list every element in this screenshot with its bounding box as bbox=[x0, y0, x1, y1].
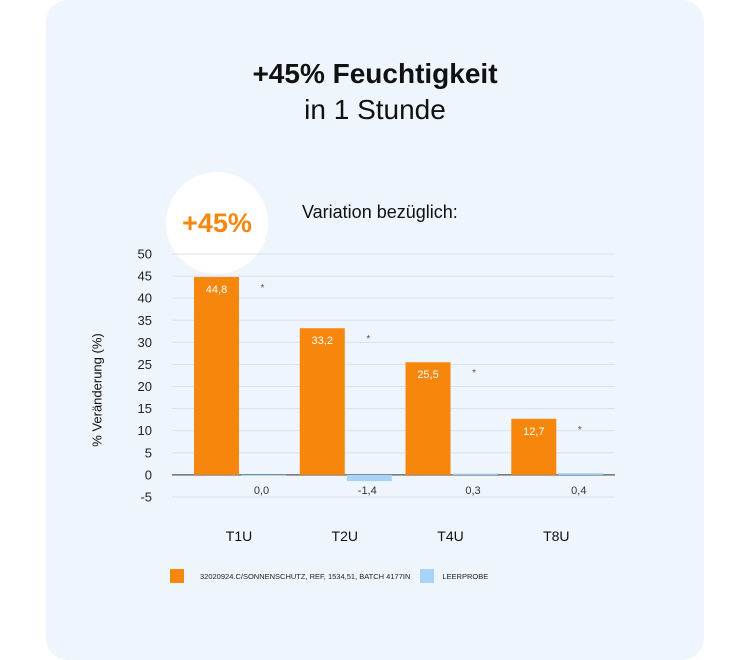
y-tick-label: 15 bbox=[138, 401, 152, 416]
highlight-badge: +45% bbox=[166, 172, 268, 274]
x-tick-label: T8U bbox=[543, 528, 569, 544]
y-tick-label: 45 bbox=[138, 269, 152, 284]
significance-mark: * bbox=[261, 283, 265, 294]
y-tick-label: 35 bbox=[138, 313, 152, 328]
legend: 32020924.C/SONNENSCHUTZ, REF, 1534,51, B… bbox=[170, 569, 498, 583]
y-tick-label: 20 bbox=[138, 379, 152, 394]
data-label-product: 44,8 bbox=[206, 284, 227, 296]
bar-product bbox=[299, 328, 345, 475]
title-line-2: in 1 Stunde bbox=[304, 94, 446, 125]
bar-product bbox=[194, 276, 239, 475]
legend-swatch-product bbox=[170, 569, 184, 583]
data-label-blank: 0,0 bbox=[254, 485, 269, 497]
bar-blank bbox=[558, 473, 604, 475]
y-tick-label: 50 bbox=[138, 247, 152, 262]
data-label-blank: 0,3 bbox=[465, 485, 480, 497]
bar-product bbox=[511, 418, 557, 475]
significance-mark: * bbox=[472, 368, 476, 379]
x-tick-label: T2U bbox=[332, 528, 358, 544]
chart-subtitle: Variation bezüglich: bbox=[302, 202, 458, 222]
legend-label-blank: LEERPROBE bbox=[442, 571, 489, 581]
bar-blank bbox=[452, 473, 498, 475]
y-tick-label: 40 bbox=[138, 291, 152, 306]
data-label-product: 25,5 bbox=[417, 369, 438, 381]
bar-blank bbox=[346, 474, 392, 482]
chart-card bbox=[46, 0, 704, 660]
y-tick-label: 30 bbox=[138, 335, 152, 350]
y-tick-label: 0 bbox=[145, 467, 152, 482]
page-title: +45% Feuchtigkeit in 1 Stunde bbox=[0, 56, 750, 128]
title-line-1: +45% Feuchtigkeit bbox=[252, 58, 498, 89]
data-label-blank: -1,4 bbox=[358, 485, 377, 497]
legend-item-product: 32020924.C/SONNENSCHUTZ, REF, 1534,51, B… bbox=[170, 569, 410, 583]
legend-swatch-blank bbox=[420, 569, 435, 583]
data-label-blank: 0,4 bbox=[571, 485, 586, 497]
legend-item-blank: LEERPROBE bbox=[420, 569, 488, 583]
data-label-product: 12,7 bbox=[523, 426, 544, 438]
bar-blank bbox=[241, 474, 286, 476]
y-tick-label: 5 bbox=[145, 445, 152, 460]
significance-mark: * bbox=[578, 425, 582, 436]
y-tick-label: 10 bbox=[138, 423, 152, 438]
x-tick-label: T1U bbox=[226, 528, 252, 544]
bar-product bbox=[405, 362, 451, 475]
y-tick-label: -5 bbox=[140, 490, 152, 505]
y-tick-label: 25 bbox=[138, 357, 152, 372]
data-label-product: 33,2 bbox=[312, 335, 333, 347]
legend-label-product: 32020924.C/SONNENSCHUTZ, REF, 1534,51, B… bbox=[200, 571, 411, 581]
significance-mark: * bbox=[366, 334, 370, 345]
x-tick-label: T4U bbox=[437, 528, 463, 544]
